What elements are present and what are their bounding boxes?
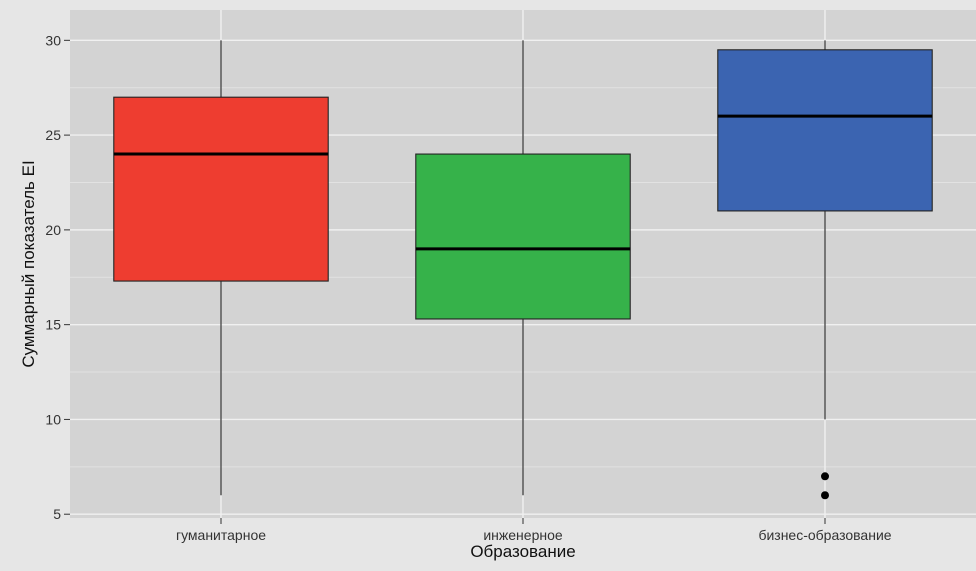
y-axis-title: Суммарный показатель EI bbox=[19, 160, 38, 367]
x-axis: гуманитарное инженерное бизнес-образование bbox=[176, 518, 892, 543]
x-tick-label: инженерное bbox=[483, 527, 563, 543]
x-tick-label: бизнес-образование bbox=[758, 527, 891, 543]
boxes bbox=[113, 40, 933, 500]
box-iqr bbox=[113, 96, 329, 282]
y-tick-label: 15 bbox=[45, 317, 61, 333]
y-tick-label: 25 bbox=[45, 127, 61, 143]
outlier-point bbox=[821, 472, 829, 481]
y-tick-label: 30 bbox=[45, 32, 61, 48]
box-group-3 bbox=[717, 40, 933, 500]
outlier-point bbox=[821, 491, 829, 500]
x-tick-label: гуманитарное bbox=[176, 527, 266, 543]
box-iqr bbox=[415, 153, 631, 320]
y-tick-label: 5 bbox=[53, 506, 61, 522]
box-group-2 bbox=[415, 40, 631, 496]
y-axis: 5 10 15 20 25 30 bbox=[45, 32, 70, 522]
box-iqr bbox=[717, 49, 933, 212]
y-tick-label: 20 bbox=[45, 222, 61, 238]
x-axis-title: Образование bbox=[470, 542, 575, 561]
y-tick-label: 10 bbox=[45, 411, 61, 427]
box-group-1 bbox=[113, 40, 329, 496]
